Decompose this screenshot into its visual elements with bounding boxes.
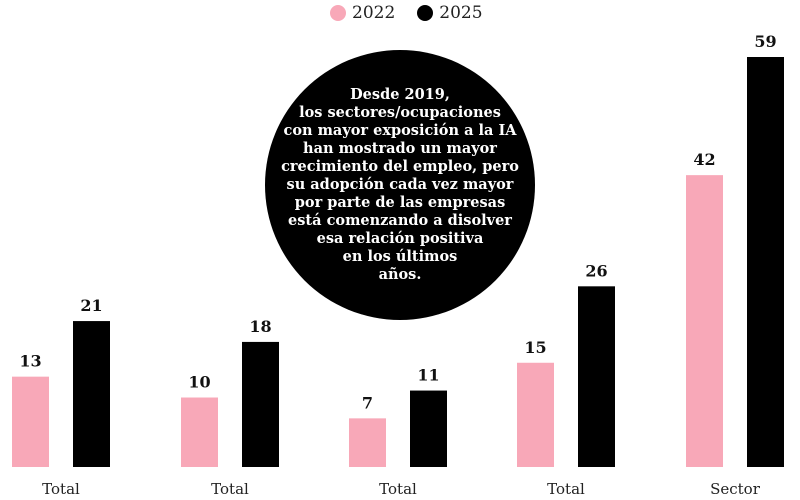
bar-2022-2 (349, 418, 386, 467)
bar-2022-1 (181, 397, 218, 467)
data-label-2025-3: 26 (585, 261, 607, 280)
category-label-3: Total (547, 480, 585, 498)
legend-label-2022: 2022 (352, 3, 396, 23)
data-label-2025-4: 59 (754, 32, 776, 51)
bar-2022-0 (12, 376, 49, 467)
data-label-2022-2: 7 (362, 393, 373, 412)
bar-2025-4 (747, 57, 784, 467)
annotation-bubble: Desde 2019, los sectores/ocupaciones con… (265, 50, 535, 320)
data-label-2025-2: 11 (417, 366, 439, 385)
data-label-2022-3: 15 (524, 338, 546, 357)
legend-item-2025: 2025 (417, 3, 483, 23)
annotation-text: Desde 2019, los sectores/ocupaciones con… (281, 86, 519, 283)
data-label-2025-1: 18 (249, 317, 271, 336)
data-label-2022-4: 42 (693, 150, 715, 169)
legend: 2022 2025 (330, 3, 483, 23)
legend-item-2022: 2022 (330, 3, 395, 23)
bar-2025-3 (578, 286, 615, 467)
legend-label-2025: 2025 (439, 3, 483, 23)
data-label-2022-1: 10 (188, 373, 210, 392)
category-label-1: Total (211, 480, 249, 498)
bar-2025-0 (73, 321, 110, 467)
legend-swatch-2022 (330, 5, 346, 21)
data-label-2025-0: 21 (80, 296, 102, 315)
category-label-0: Total (42, 480, 80, 498)
bar-2025-1 (242, 341, 279, 467)
bar-2025-2 (410, 390, 447, 467)
bar-2022-3 (517, 362, 554, 467)
category-label-2: Total (379, 480, 417, 498)
legend-swatch-2025 (417, 5, 434, 21)
bar-2022-4 (686, 175, 723, 467)
data-label-2022-0: 13 (19, 352, 41, 371)
category-label-4: Sector (710, 480, 761, 498)
